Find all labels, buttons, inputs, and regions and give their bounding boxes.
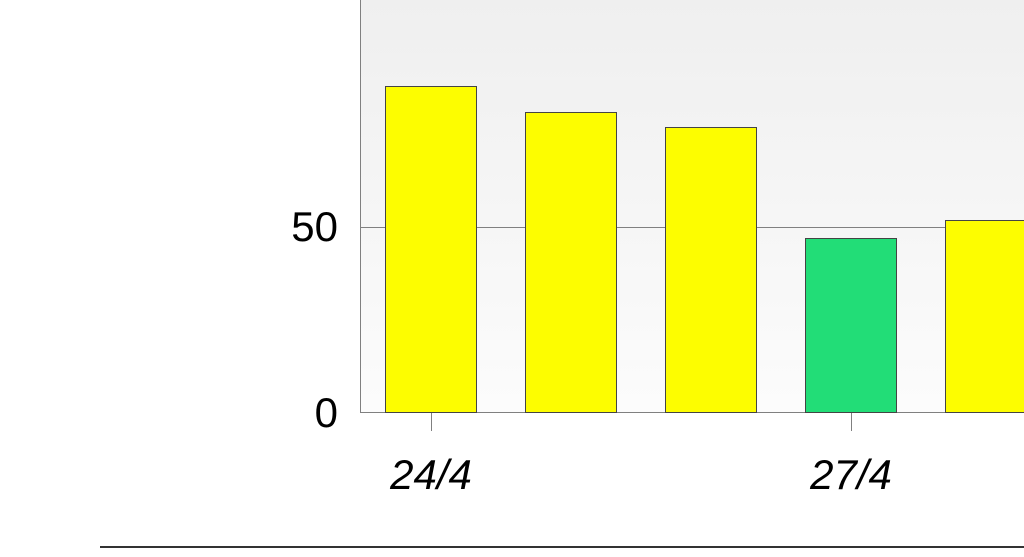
y-tick-label: 0: [218, 389, 338, 437]
bar-2: [665, 127, 757, 413]
bar-0: [385, 86, 477, 413]
y-tick-label: 50: [218, 203, 338, 251]
bar-1: [525, 112, 617, 413]
x-tick-mark: [431, 413, 432, 431]
chart-canvas: 0 50 24/4 27/4: [0, 0, 1024, 557]
footer-divider: [100, 546, 1024, 548]
x-tick-label: 27/4: [810, 451, 892, 499]
x-tick-label: 24/4: [390, 451, 472, 499]
x-tick-mark: [851, 413, 852, 431]
bar-3: [805, 238, 897, 413]
bar-4: [945, 220, 1024, 413]
